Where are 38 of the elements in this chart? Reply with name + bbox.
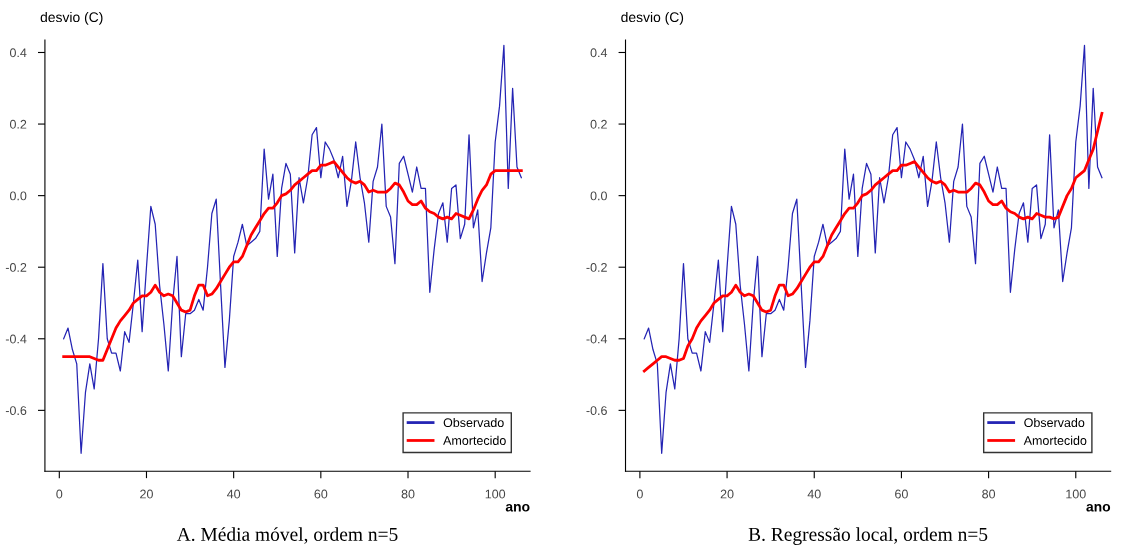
y-tick-label: 0.4 xyxy=(9,48,27,58)
line-series xyxy=(642,111,1104,373)
y-tick-label: -0.2 xyxy=(5,263,27,272)
y-tick-label: 0.2 xyxy=(590,119,607,129)
x-tick-label: 0 xyxy=(56,489,63,499)
x-tick-label: 80 xyxy=(401,489,415,499)
y-tick-label: -0.4 xyxy=(586,334,608,344)
line-series xyxy=(63,44,522,454)
y-tick-label: 0.4 xyxy=(590,48,608,58)
legend-label: Observado xyxy=(443,417,504,428)
y-axis-title: desvio (C) xyxy=(621,11,684,25)
y-tick-label: 0.0 xyxy=(590,191,607,201)
x-tick-label: 40 xyxy=(226,489,241,499)
text: A. Média móvel, ordem n=5 xyxy=(176,527,398,544)
y-tick-label: -0.2 xyxy=(586,263,607,272)
legend-label: Amortecido xyxy=(1023,435,1087,445)
x-tick-label: 20 xyxy=(720,489,734,499)
y-tick-label: -0.6 xyxy=(5,406,27,416)
y-tick-label: -0.6 xyxy=(586,406,607,416)
x-axis-title: ano xyxy=(1086,503,1111,512)
y-tick-label: -0.4 xyxy=(5,334,27,344)
y-axis-title: desvio (C) xyxy=(40,11,103,25)
x-tick-label: 80 xyxy=(982,489,996,499)
x-tick-label: 20 xyxy=(140,489,153,499)
y-tick-label: 0.0 xyxy=(9,191,27,201)
line-series xyxy=(62,160,523,362)
y-tick-label: 0.2 xyxy=(9,119,27,129)
x-tick-label: 0 xyxy=(636,489,643,499)
x-tick-label: 100 xyxy=(1066,489,1086,499)
x-tick-label: 60 xyxy=(314,489,328,499)
legend-label: Observado xyxy=(1024,417,1085,428)
text: B. Regressão local, ordem n=5 xyxy=(748,527,988,545)
x-axis-title: ano xyxy=(505,503,530,512)
x-tick-label: 100 xyxy=(485,489,506,499)
legend-label: Amortecido xyxy=(443,435,506,445)
x-tick-label: 40 xyxy=(807,489,821,499)
x-tick-label: 60 xyxy=(895,489,908,499)
line-series xyxy=(643,44,1103,454)
